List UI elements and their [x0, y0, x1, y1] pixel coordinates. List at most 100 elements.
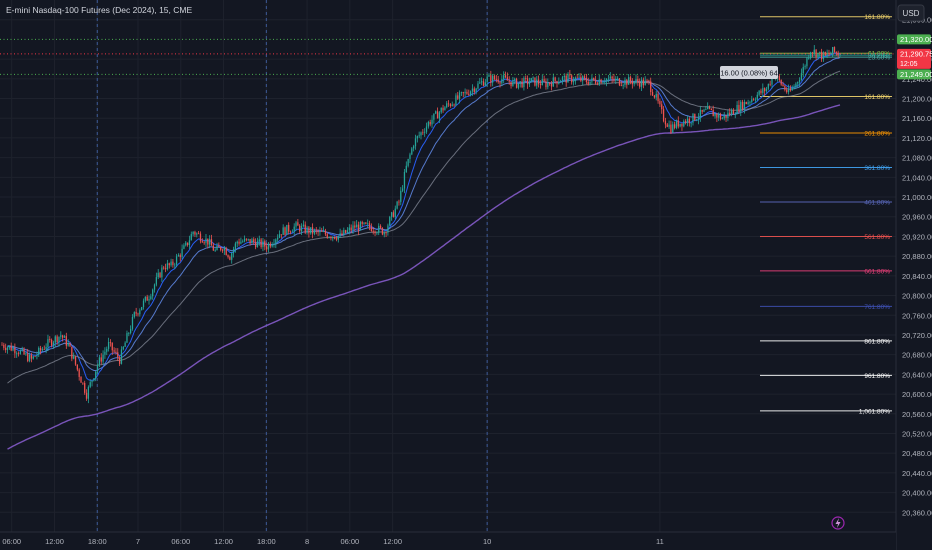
- candle-body[interactable]: [503, 75, 505, 80]
- candle-body[interactable]: [247, 238, 249, 240]
- candle-body[interactable]: [234, 243, 237, 250]
- candle-body[interactable]: [150, 296, 152, 300]
- candle-body[interactable]: [435, 111, 437, 114]
- candle-body[interactable]: [475, 88, 477, 93]
- candle-body[interactable]: [370, 226, 373, 232]
- candle-body[interactable]: [664, 121, 667, 125]
- candle-body[interactable]: [622, 84, 624, 86]
- candle-body[interactable]: [100, 357, 102, 362]
- candle-body[interactable]: [558, 81, 560, 84]
- candle-body[interactable]: [109, 342, 112, 343]
- candle-body[interactable]: [65, 336, 67, 346]
- candle-body[interactable]: [646, 80, 648, 82]
- candle-body[interactable]: [278, 234, 281, 238]
- candle-body[interactable]: [493, 75, 496, 80]
- candle-body[interactable]: [600, 79, 602, 84]
- candle-body[interactable]: [157, 272, 159, 278]
- candle-body[interactable]: [418, 135, 420, 137]
- candle-body[interactable]: [537, 79, 540, 84]
- lightning-icon[interactable]: [831, 516, 845, 530]
- candle-body[interactable]: [218, 245, 220, 248]
- candle-body[interactable]: [594, 79, 597, 84]
- candle-body[interactable]: [67, 343, 69, 346]
- candle-body[interactable]: [681, 123, 683, 127]
- candle-body[interactable]: [473, 88, 475, 93]
- candle-body[interactable]: [350, 227, 352, 231]
- candle-body[interactable]: [703, 109, 705, 112]
- candle-body[interactable]: [740, 101, 742, 112]
- candle-body[interactable]: [602, 82, 604, 84]
- candle-body[interactable]: [197, 233, 200, 235]
- candle-body[interactable]: [490, 75, 492, 83]
- candle-body[interactable]: [642, 79, 645, 86]
- candle-body[interactable]: [227, 255, 229, 258]
- candle-body[interactable]: [73, 356, 75, 359]
- candle-body[interactable]: [523, 77, 525, 88]
- candle-body[interactable]: [795, 83, 797, 87]
- candle-body[interactable]: [574, 77, 577, 82]
- candle-body[interactable]: [148, 299, 150, 301]
- candle-body[interactable]: [16, 353, 18, 355]
- candle-body[interactable]: [236, 241, 238, 244]
- candle-body[interactable]: [183, 245, 185, 249]
- candle-body[interactable]: [359, 222, 361, 231]
- candle-body[interactable]: [286, 224, 288, 235]
- candle-body[interactable]: [139, 310, 141, 315]
- candle-body[interactable]: [425, 126, 428, 132]
- candle-body[interactable]: [686, 118, 689, 124]
- candle-body[interactable]: [379, 225, 382, 228]
- candle-body[interactable]: [512, 79, 514, 86]
- candle-body[interactable]: [804, 66, 806, 68]
- candle-body[interactable]: [265, 246, 268, 250]
- candle-body[interactable]: [598, 79, 600, 85]
- candle-body[interactable]: [144, 296, 146, 301]
- candle-body[interactable]: [85, 392, 88, 399]
- candle-body[interactable]: [616, 78, 619, 80]
- candle-body[interactable]: [89, 382, 91, 387]
- candle-body[interactable]: [69, 343, 71, 347]
- candle-body[interactable]: [120, 349, 123, 364]
- candle-body[interactable]: [28, 354, 31, 362]
- candle-body[interactable]: [655, 93, 657, 98]
- candle-body[interactable]: [624, 79, 626, 85]
- candle-body[interactable]: [207, 238, 209, 245]
- candle-body[interactable]: [699, 109, 701, 118]
- candle-body[interactable]: [253, 239, 255, 243]
- candle-body[interactable]: [56, 336, 58, 343]
- candle-body[interactable]: [337, 236, 339, 240]
- candle-body[interactable]: [196, 233, 198, 235]
- candle-body[interactable]: [486, 76, 488, 83]
- candle-body[interactable]: [613, 78, 615, 81]
- candle-body[interactable]: [356, 224, 358, 228]
- candle-body[interactable]: [697, 117, 700, 120]
- candle-body[interactable]: [194, 231, 196, 235]
- candle-body[interactable]: [243, 238, 246, 242]
- candle-body[interactable]: [146, 296, 148, 301]
- candle-body[interactable]: [741, 101, 744, 110]
- candle-body[interactable]: [321, 230, 323, 232]
- candle-body[interactable]: [800, 73, 803, 80]
- candle-body[interactable]: [392, 212, 395, 218]
- candle-body[interactable]: [442, 107, 444, 111]
- candle-body[interactable]: [462, 92, 464, 94]
- candle-body[interactable]: [413, 146, 415, 149]
- candle-body[interactable]: [466, 91, 468, 94]
- candle-body[interactable]: [784, 85, 786, 90]
- time-axis-panel[interactable]: [0, 532, 896, 550]
- candle-body[interactable]: [168, 263, 170, 266]
- candle-body[interactable]: [254, 242, 257, 248]
- candle-body[interactable]: [769, 83, 771, 85]
- candle-body[interactable]: [629, 77, 632, 82]
- candle-body[interactable]: [411, 148, 413, 155]
- candle-body[interactable]: [534, 77, 536, 86]
- candle-body[interactable]: [111, 342, 113, 351]
- candle-body[interactable]: [488, 75, 490, 77]
- candle-body[interactable]: [572, 81, 575, 83]
- candle-body[interactable]: [787, 88, 790, 93]
- candle-body[interactable]: [519, 81, 521, 84]
- candle-body[interactable]: [1, 344, 3, 346]
- candle-body[interactable]: [839, 53, 841, 56]
- candle-body[interactable]: [161, 267, 163, 278]
- candle-body[interactable]: [802, 67, 804, 74]
- candle-body[interactable]: [506, 77, 509, 81]
